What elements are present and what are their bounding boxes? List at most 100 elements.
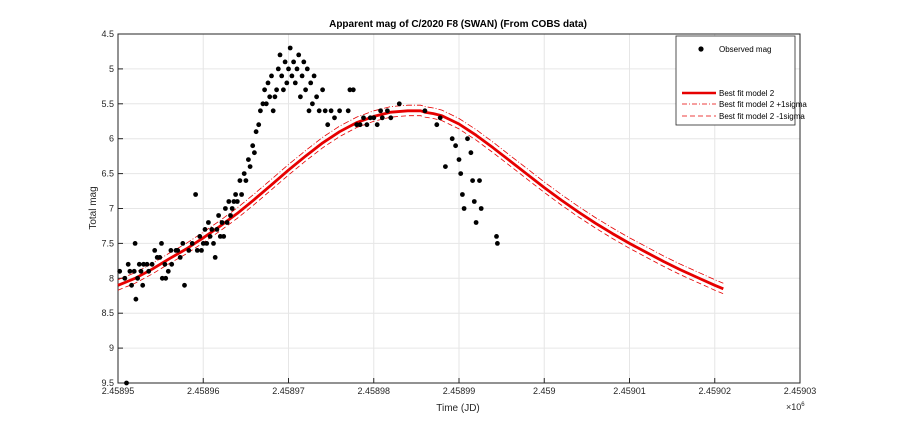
observed-point <box>311 73 317 79</box>
y-axis-ticks: 4.5 5 5.5 6 6.5 7 7.5 8 8.5 9 9.5 <box>101 29 123 388</box>
observed-point <box>437 115 443 121</box>
observed-point <box>281 87 286 93</box>
y-tick-label: 6.5 <box>101 169 114 179</box>
observed-point <box>267 94 273 100</box>
observed-point <box>217 234 223 239</box>
y-axis-title: Total mag <box>88 186 99 229</box>
observed-point <box>197 234 203 239</box>
observed-point <box>125 261 131 267</box>
observed-point <box>470 178 475 184</box>
observed-point <box>162 261 168 267</box>
observed-point <box>256 122 262 128</box>
observed-point <box>180 241 186 246</box>
observed-point <box>234 199 240 204</box>
model-curves <box>117 104 724 295</box>
x-tick-label: 2.45896 <box>187 386 220 396</box>
y-tick-label: 9 <box>109 343 114 353</box>
observed-point <box>287 45 293 51</box>
observed-point <box>214 227 220 232</box>
observed-point <box>193 192 199 197</box>
legend-marker-observed <box>698 46 704 52</box>
observed-point <box>129 282 135 288</box>
x-axis-exponent-power: 6 <box>801 402 805 408</box>
observed-point <box>345 108 351 114</box>
observed-point <box>458 171 464 177</box>
observed-point <box>231 199 237 204</box>
observed-point <box>229 206 235 211</box>
observed-point <box>269 73 274 79</box>
observed-point <box>304 66 310 72</box>
observed-point <box>168 248 174 253</box>
observed-point <box>385 108 390 114</box>
y-tick-label: 4.5 <box>101 29 114 39</box>
observed-point <box>320 87 325 93</box>
observed-point <box>241 171 247 177</box>
observed-point <box>314 94 319 100</box>
observed-point <box>422 108 428 114</box>
observed-point <box>471 199 477 204</box>
observed-point <box>209 227 215 232</box>
observed-point <box>152 248 158 253</box>
observed-point <box>350 87 356 93</box>
y-tick-label: 9.5 <box>101 378 114 388</box>
observed-point <box>138 268 144 274</box>
observed-point <box>378 108 383 114</box>
observed-points <box>117 45 500 386</box>
observed-point <box>149 261 155 267</box>
observed-point <box>133 296 139 302</box>
observed-point <box>165 268 171 274</box>
observed-point <box>310 101 315 107</box>
y-tick-label: 7 <box>109 204 114 214</box>
observed-point <box>468 150 474 156</box>
x-tick-label: 2.45903 <box>784 386 817 396</box>
x-axis-title: Time (JD) <box>436 403 480 414</box>
observed-point <box>364 122 370 128</box>
model-best-fit-line <box>117 109 724 291</box>
observed-point <box>199 248 204 253</box>
legend-label-observed: Observed mag <box>719 45 771 54</box>
observed-point <box>224 220 230 225</box>
observed-point <box>265 80 271 86</box>
x-tick-label: 2.45901 <box>613 386 646 396</box>
observed-point <box>252 150 257 156</box>
observed-point <box>453 143 458 149</box>
observed-point <box>361 115 366 121</box>
chart-title: Apparent mag of C/2020 F8 (SWAN) (From C… <box>329 19 587 30</box>
observed-point <box>202 227 208 232</box>
observed-point <box>246 157 251 163</box>
legend-label-minus-sigma: Best fit model 2 -1sigma <box>719 112 805 121</box>
observed-point <box>347 87 353 93</box>
observed-point <box>291 59 296 65</box>
observed-point <box>473 220 479 225</box>
observed-point <box>289 73 295 79</box>
observed-point <box>141 261 147 267</box>
observed-point <box>296 52 302 58</box>
model-plus-sigma-line <box>117 104 724 284</box>
observed-point <box>159 275 165 281</box>
observed-point <box>294 66 300 72</box>
observed-point <box>233 192 239 197</box>
observed-point <box>371 115 377 121</box>
observed-point <box>449 136 455 142</box>
observed-point <box>465 136 470 142</box>
x-axis-exponent: ×106 <box>786 402 805 412</box>
x-tick-label: 2.45898 <box>357 386 390 396</box>
observed-point <box>477 178 482 184</box>
observed-point <box>163 275 169 281</box>
observed-point <box>135 275 141 281</box>
observed-point <box>357 122 363 128</box>
legend-label-plus-sigma: Best fit model 2 +1sigma <box>719 100 807 109</box>
model-minus-sigma-line <box>117 115 724 295</box>
observed-point <box>144 261 150 267</box>
observed-point <box>221 234 227 239</box>
observed-point <box>396 101 402 107</box>
observed-point <box>140 282 146 288</box>
observed-point <box>131 268 137 274</box>
observed-point <box>258 108 263 114</box>
observed-point <box>207 234 213 239</box>
legend: Observed mag Best fit model 2 Best fit m… <box>675 35 807 126</box>
x-tick-label: 2.45902 <box>698 386 731 396</box>
observed-point <box>146 268 152 274</box>
observed-point <box>277 52 283 58</box>
